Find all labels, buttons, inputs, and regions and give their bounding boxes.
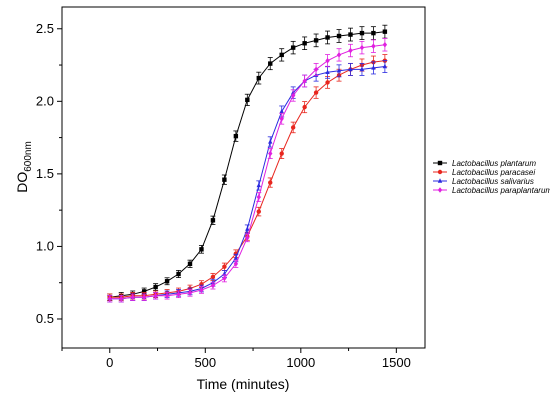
series-2 <box>107 54 388 301</box>
data-point <box>336 33 342 39</box>
data-point <box>233 261 239 267</box>
series-line <box>109 31 385 298</box>
data-point <box>268 61 273 66</box>
data-point <box>359 44 365 51</box>
data-point <box>233 133 239 139</box>
x-tick-label: 500 <box>194 355 216 370</box>
data-point <box>302 41 307 46</box>
data-point <box>256 182 261 188</box>
data-point <box>325 35 330 40</box>
legend-label: Lactobacillus salivarius <box>452 177 534 186</box>
axes: 0 500 1000 1500 0.5 1.0 1.5 2.0 2.5 <box>36 6 426 370</box>
data-point <box>313 38 319 43</box>
data-point <box>325 80 330 85</box>
data-point <box>245 97 250 103</box>
x-tick-label: 1500 <box>382 355 411 370</box>
data-point <box>290 92 296 99</box>
data-point <box>268 150 273 157</box>
data-point <box>382 41 388 48</box>
data-point <box>107 295 112 302</box>
data-point <box>348 47 353 54</box>
y-tick-label: 1.5 <box>36 166 54 181</box>
data-point <box>313 90 319 95</box>
x-axis-label: Time (minutes) <box>197 376 290 392</box>
data-point <box>176 291 181 298</box>
data-point <box>279 151 284 156</box>
data-point <box>210 282 216 289</box>
y-tick-label: 0.5 <box>36 311 54 326</box>
data-point <box>371 43 376 49</box>
y-axis-label-sub: 600nm <box>23 141 34 172</box>
series-1 <box>107 24 388 301</box>
legend-label: Lactobacillus paraplantarum <box>452 186 550 195</box>
data-point <box>245 226 250 231</box>
legend-marker <box>437 160 443 166</box>
data-point <box>359 30 365 36</box>
y-tick-label: 1.0 <box>36 238 54 253</box>
data-point <box>141 289 147 294</box>
data-point <box>279 108 284 114</box>
data-point <box>245 234 250 241</box>
data-point <box>164 279 170 284</box>
data-point <box>222 177 227 182</box>
data-point <box>382 29 388 34</box>
data-point <box>290 125 296 130</box>
data-point <box>302 78 307 84</box>
series-4 <box>107 38 388 303</box>
data-point <box>153 292 158 299</box>
data-point <box>268 139 273 144</box>
data-point <box>325 69 330 74</box>
data-point <box>222 275 227 282</box>
y-axis-label-main: DO <box>14 172 30 193</box>
data-point <box>359 66 365 72</box>
data-point <box>348 66 353 72</box>
y-axis-label: DO600nm <box>14 141 34 193</box>
data-point <box>176 271 181 277</box>
data-point <box>119 295 124 302</box>
data-point <box>141 294 147 301</box>
data-point <box>290 45 296 50</box>
data-point <box>256 209 261 214</box>
data-point <box>348 32 353 37</box>
data-point <box>325 57 330 64</box>
legend-marker <box>437 178 443 183</box>
data-point <box>153 284 158 290</box>
data-point <box>210 274 216 280</box>
data-point <box>187 261 193 267</box>
legend-marker <box>437 169 443 175</box>
data-point <box>336 52 342 58</box>
data-point <box>256 75 261 81</box>
data-point <box>313 66 319 73</box>
data-point <box>279 115 284 122</box>
data-point <box>382 63 388 69</box>
data-point <box>199 247 204 252</box>
data-point <box>256 194 261 200</box>
data-point <box>279 52 284 58</box>
data-point <box>268 180 273 185</box>
y-tick-label: 2.0 <box>36 93 54 108</box>
legend-label: Lactobacillus paracasei <box>452 168 535 177</box>
series-line <box>109 44 385 300</box>
data-point <box>187 290 193 296</box>
data-point <box>371 65 376 70</box>
data-point <box>210 218 216 223</box>
data-point <box>371 30 376 36</box>
data-point <box>199 287 204 293</box>
data-point <box>302 104 307 110</box>
x-tick-label: 0 <box>106 355 113 370</box>
y-tick-label: 2.5 <box>36 21 54 36</box>
x-tick-label: 1000 <box>286 355 315 370</box>
plot-frame <box>61 6 426 349</box>
series-layer <box>107 24 388 303</box>
legend-label: Lactobacillus plantarum <box>452 159 536 168</box>
data-point <box>222 264 227 269</box>
data-point <box>336 68 342 73</box>
data-point <box>164 292 170 299</box>
legend-marker <box>437 187 443 193</box>
data-point <box>233 255 239 260</box>
data-point <box>130 294 135 301</box>
